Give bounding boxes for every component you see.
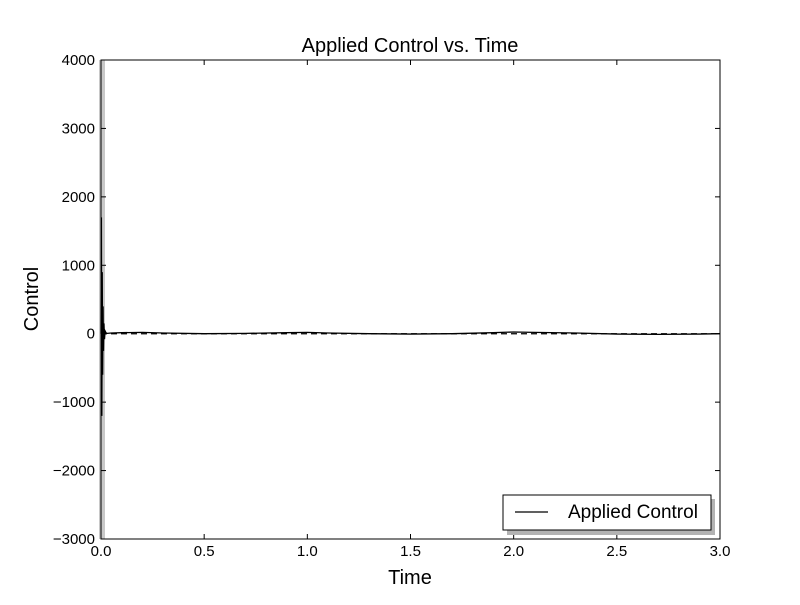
y-tick-label: −1000 [53, 394, 95, 411]
x-tick-label: 0.5 [194, 543, 215, 560]
y-tick-label: −3000 [53, 531, 95, 548]
legend: Applied Control [502, 494, 715, 535]
plot-frame [100, 59, 721, 540]
x-tick-label: 3.0 [710, 543, 731, 560]
x-tick-label: 2.0 [503, 543, 524, 560]
y-tick-label: 1000 [62, 257, 95, 274]
chart-title: Applied Control vs. Time [302, 35, 519, 57]
y-tick-label: 4000 [62, 52, 95, 69]
y-tick-label: 3000 [62, 120, 95, 137]
y-axis-ticks: −3000 −2000 −1000 0 1000 2000 3000 4000 [53, 52, 720, 548]
y-axis-label: Control [21, 267, 43, 331]
x-axis-ticks: 0.0 0.5 1.0 1.5 2.0 2.5 3.0 [91, 60, 731, 560]
x-tick-label: 1.5 [400, 543, 421, 560]
legend-label: Applied Control [568, 502, 698, 523]
plot-area [99, 59, 721, 540]
y-tick-label: −2000 [53, 463, 95, 480]
y-tick-label: 0 [87, 326, 95, 343]
x-tick-label: 0.0 [91, 543, 112, 560]
y-tick-label: 2000 [62, 189, 95, 206]
x-tick-label: 1.0 [297, 543, 318, 560]
x-axis-label: Time [388, 567, 432, 589]
x-tick-label: 2.5 [606, 543, 627, 560]
series-line-applied-control [100, 217, 721, 416]
